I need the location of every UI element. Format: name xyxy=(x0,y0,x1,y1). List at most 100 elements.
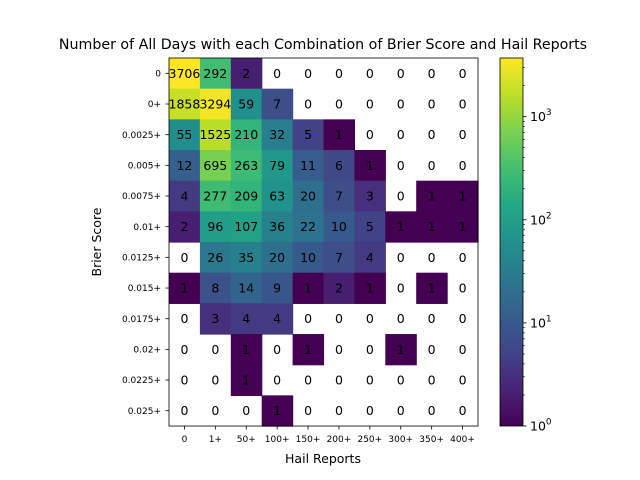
cell-value-label: 1 xyxy=(242,373,250,388)
heatmap-cell xyxy=(323,150,355,182)
cell-value-label: 0 xyxy=(459,373,467,388)
cell-value-label: 22 xyxy=(300,219,316,234)
cell-value-label: 0 xyxy=(428,373,436,388)
cell-value-label: 0 xyxy=(273,373,281,388)
colorbar-tick-label: 100 xyxy=(530,418,552,434)
heatmap-cell xyxy=(230,272,263,304)
cell-value-label: 107 xyxy=(234,219,258,234)
heatmap-cell xyxy=(169,58,201,90)
cell-value-label: 14 xyxy=(238,281,254,296)
heatmap-cell xyxy=(199,119,232,151)
colorbar-ticks: 100 101 102 103 xyxy=(523,67,552,434)
cell-value-label: 8 xyxy=(211,281,219,296)
cell-value-label: 11 xyxy=(300,158,316,173)
heatmap-cell xyxy=(261,242,294,274)
cell-value-label: 0 xyxy=(335,66,343,81)
heatmap-cell xyxy=(230,58,263,90)
cell-value-label: 210 xyxy=(234,127,258,142)
cell-value-label: 0 xyxy=(273,66,281,81)
cell-value-label: 0 xyxy=(335,373,343,388)
heatmap-cell xyxy=(354,242,386,274)
cell-value-label: 0 xyxy=(428,403,436,418)
cell-value-label: 0 xyxy=(397,250,405,265)
heatmap-cell xyxy=(230,364,263,396)
cell-value-label: 0 xyxy=(180,373,188,388)
colorbar-tick-label: 101 xyxy=(530,314,552,330)
cell-value-label: 0 xyxy=(428,342,436,357)
cell-value-label: 0 xyxy=(459,127,467,142)
x-axis: 0 1+ 50+ 100+ 150+ 200+ 250+ 300+ 350+ 400+ xyxy=(182,426,475,445)
cell-value-label: 0 xyxy=(459,97,467,112)
heatmap-cell xyxy=(323,119,355,151)
heatmap-cell xyxy=(230,242,263,274)
cell-value-label: 5 xyxy=(366,219,374,234)
heatmap-cell xyxy=(416,272,448,304)
heatmap-cell xyxy=(261,88,294,120)
x-tick-label: 100+ xyxy=(265,435,290,445)
cell-value-label: 3 xyxy=(211,311,219,326)
heatmap-cell xyxy=(230,303,263,335)
heatmap-cell xyxy=(230,88,263,120)
heatmap-cell xyxy=(199,272,232,304)
cell-value-label: 5 xyxy=(304,127,312,142)
heatmap-cell xyxy=(292,150,325,182)
cell-value-label: 0 xyxy=(335,342,343,357)
y-tick-label: 0.02+ xyxy=(133,346,161,356)
heatmap-cell xyxy=(169,119,201,151)
cell-value-label: 4 xyxy=(242,311,250,326)
y-tick-label: 0.005+ xyxy=(128,162,161,172)
cell-value-label: 0 xyxy=(366,127,374,142)
cell-value-label: 0 xyxy=(428,127,436,142)
heatmap-cell xyxy=(261,395,294,427)
cell-value-label: 96 xyxy=(207,219,223,234)
cell-value-label: 0 xyxy=(428,66,436,81)
heatmap-cell xyxy=(199,303,232,335)
cell-value-label: 1 xyxy=(335,127,343,142)
cell-value-label: 1 xyxy=(397,342,405,357)
heatmap-cell xyxy=(199,180,232,212)
x-tick-label: 350+ xyxy=(419,435,444,445)
heatmap-cells xyxy=(169,58,479,427)
cell-value-label: 0 xyxy=(366,403,374,418)
cell-value-label: 0 xyxy=(459,281,467,296)
heatmap-cell xyxy=(292,180,325,212)
cell-value-label: 1 xyxy=(273,403,281,418)
cell-value-label: 0 xyxy=(366,66,374,81)
cell-value-label: 1 xyxy=(459,219,467,234)
cell-value-label: 3706 xyxy=(169,66,201,81)
heatmap-cell xyxy=(230,150,263,182)
cell-value-label: 0 xyxy=(397,66,405,81)
heatmap-cell xyxy=(169,272,201,304)
heatmap-cell xyxy=(354,150,386,182)
cell-value-label: 0 xyxy=(366,373,374,388)
heatmap-cell xyxy=(169,150,201,182)
cell-value-label: 1 xyxy=(397,219,405,234)
cell-value-label: 20 xyxy=(269,250,285,265)
heatmap-cell xyxy=(385,334,417,366)
heatmap-cell xyxy=(230,211,263,243)
cell-value-label: 0 xyxy=(211,373,219,388)
cell-value-label: 0 xyxy=(180,250,188,265)
cell-value-label: 35 xyxy=(238,250,254,265)
cell-value-label: 79 xyxy=(269,158,285,173)
cell-value-label: 7 xyxy=(273,97,281,112)
x-axis-label: Hail Reports xyxy=(285,451,361,466)
cell-value-label: 0 xyxy=(304,373,312,388)
cell-value-label: 59 xyxy=(238,97,254,112)
heatmap-cell xyxy=(354,180,386,212)
cell-value-label: 7 xyxy=(335,250,343,265)
cell-value-label: 263 xyxy=(234,158,258,173)
heatmap-cell xyxy=(323,211,355,243)
heatmap-cell xyxy=(169,88,201,120)
cell-value-label: 209 xyxy=(234,189,258,204)
cell-value-label: 0 xyxy=(211,403,219,418)
cell-value-label: 10 xyxy=(300,250,316,265)
cell-value-label: 0 xyxy=(273,342,281,357)
cell-value-label: 0 xyxy=(459,403,467,418)
y-tick-label: 0.0175+ xyxy=(122,315,161,325)
heatmap-cell xyxy=(261,303,294,335)
cell-value-label: 3 xyxy=(366,189,374,204)
cell-value-label: 0 xyxy=(397,281,405,296)
heatmap-cell xyxy=(292,272,325,304)
